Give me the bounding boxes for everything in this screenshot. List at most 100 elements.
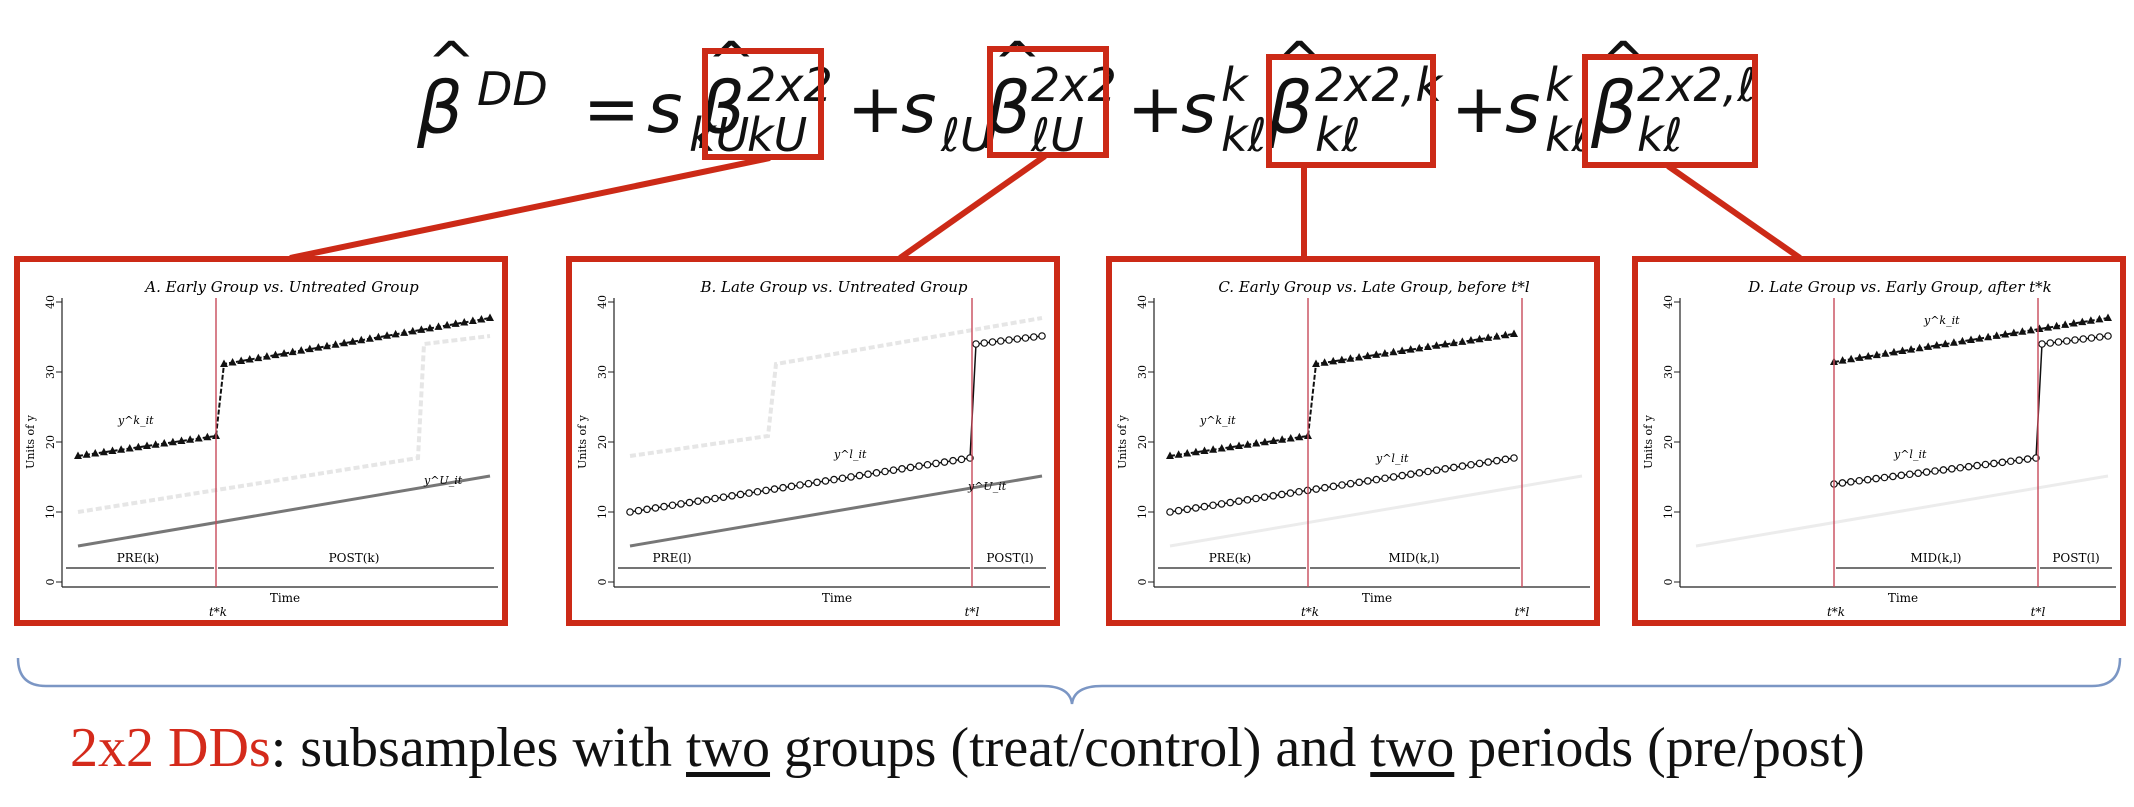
triangle-marker (1889, 347, 1898, 356)
term-box-lU (987, 46, 1109, 158)
circle-marker (1038, 332, 1046, 340)
triangle-marker (280, 349, 289, 357)
triangle-marker (237, 356, 246, 365)
circle-marker (847, 473, 855, 481)
triangle-marker (1286, 434, 1295, 442)
plus-sign: + (1127, 70, 1184, 149)
circle-marker (1329, 482, 1338, 491)
faint-untreated-series (1695, 474, 2109, 548)
hat-accent: ^ (1599, 29, 1648, 97)
period-label: MID(k,l) (1911, 551, 1962, 565)
circle-marker (1252, 494, 1260, 503)
triangle-marker (451, 319, 460, 327)
circle-marker (1338, 481, 1346, 489)
triangle-marker (1260, 437, 1269, 446)
triangle-marker (1278, 435, 1287, 443)
circle-marker (1948, 465, 1956, 473)
circle-marker (1013, 335, 1022, 343)
panel-d: D. Late Group vs. Early Group, after t*k… (1632, 256, 2126, 626)
circle-marker (1449, 463, 1458, 472)
triangle-marker (1898, 346, 1907, 354)
untreated-series (629, 474, 1043, 548)
y-tick-label: 10 (44, 505, 57, 519)
circle-marker (1217, 500, 1226, 508)
circle-marker (651, 504, 660, 512)
equals-sign: = (583, 70, 640, 149)
triangle-marker (160, 439, 169, 447)
y-tick-label: 40 (596, 295, 609, 309)
triangle-marker (2086, 316, 2095, 324)
circle-marker (1372, 475, 1381, 484)
circle-marker (1226, 498, 1235, 507)
series-label: y^l_it (1375, 452, 1409, 465)
tmark-label: t*k (1827, 605, 1845, 619)
circle-marker (1029, 333, 1038, 341)
circle-marker (2038, 340, 2046, 348)
triangle-marker (1200, 446, 1209, 454)
triangle-marker (1191, 447, 1200, 456)
weight-sub: kU (689, 108, 750, 162)
triangle-marker (2069, 319, 2078, 327)
circle-marker (1381, 474, 1389, 483)
triangle-marker (340, 338, 349, 347)
circle-marker (980, 339, 989, 347)
circle-marker (855, 471, 864, 480)
circle-marker (702, 496, 711, 504)
period-label: POST(l) (986, 551, 1033, 565)
term-subscript: kU (747, 108, 808, 162)
triangle-marker (2104, 313, 2112, 321)
circle-marker (1278, 490, 1286, 499)
tmark-label: t*k (1301, 605, 1319, 619)
x-axis-label: Time (270, 591, 300, 605)
triangle-marker (357, 335, 366, 344)
triangle-marker (1235, 441, 1243, 449)
triangle-marker (91, 449, 100, 457)
triangle-marker (1838, 356, 1847, 364)
triangle-marker (1975, 334, 1984, 342)
triangle-marker (203, 432, 212, 441)
triangle-marker (1372, 350, 1381, 358)
period-label: POST(k) (329, 551, 380, 565)
triangle-marker (1209, 445, 1218, 453)
series-label: y^U_it (423, 474, 463, 487)
circle-marker (1183, 505, 1192, 514)
circle-marker (2054, 338, 2063, 346)
circle-marker (2095, 333, 2104, 341)
y-tick-label: 0 (44, 579, 57, 586)
triangle-marker (425, 323, 434, 332)
weight-sup: k (1221, 58, 1248, 112)
weight-s: s (647, 70, 683, 149)
panel-title: C. Early Group vs. Late Group, before t*… (1218, 278, 1529, 296)
triangle-marker (1389, 347, 1398, 356)
panel-a: A. Early Group vs. Untreated Group 0 10 20… (14, 256, 508, 626)
decomposition-formula: ^ β DD = s kU ^ β 2x2 kU + s ℓU ^ β 2x2 … (415, 34, 1815, 190)
hat-accent: ^ (993, 29, 1042, 97)
weight-sub: ℓU (941, 108, 994, 162)
triangle-marker (383, 331, 392, 339)
circle-marker (881, 467, 889, 476)
circle-marker (677, 500, 685, 508)
triangle-marker (2052, 321, 2061, 330)
caption-text: periods (pre/post) (1454, 717, 1865, 779)
connector-a (289, 155, 771, 261)
faint-late-series (77, 334, 491, 514)
triangle-marker (288, 347, 297, 356)
circle-marker (745, 489, 753, 497)
series-label: y^l_it (1893, 448, 1927, 461)
triangle-marker (125, 444, 134, 452)
circle-marker (1475, 459, 1484, 468)
circle-marker (796, 481, 804, 489)
triangle-marker (220, 359, 228, 367)
triangle-marker (314, 343, 323, 351)
circle-marker (1005, 336, 1013, 344)
triangle-marker (1355, 352, 1364, 361)
triangle-marker (1346, 354, 1355, 362)
triangle-marker (1855, 353, 1864, 361)
term-subscript: ℓU (1031, 108, 1084, 162)
triangle-marker (151, 440, 160, 448)
triangle-marker (374, 332, 383, 341)
term-subscript: kℓ (1315, 108, 1361, 162)
panel-b-chart: B. Late Group vs. Untreated Group 0 10 20 3… (576, 278, 1050, 619)
circle-marker (1939, 466, 1948, 474)
circle-marker (728, 492, 736, 500)
